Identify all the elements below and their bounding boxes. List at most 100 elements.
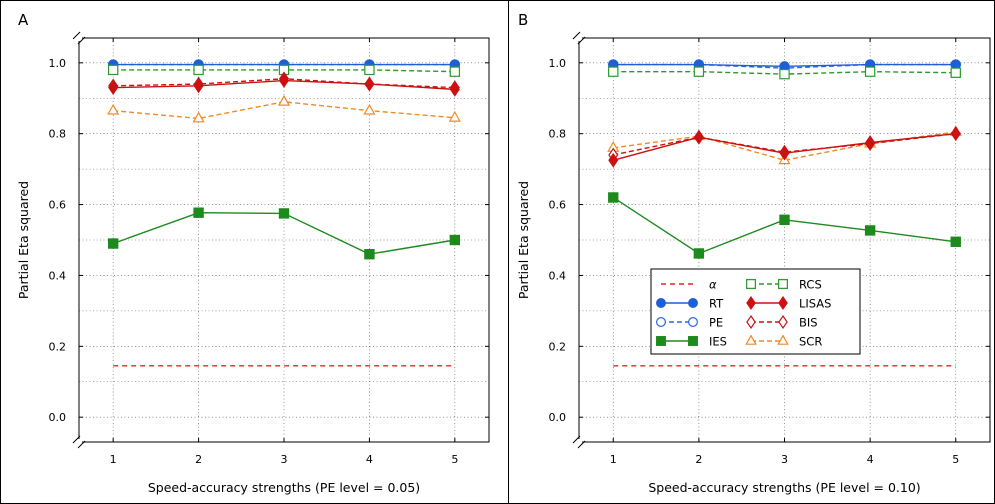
- x-tick-label: 4: [366, 453, 373, 466]
- data-point-scr: [107, 103, 120, 115]
- y-tick-label: 0.2: [549, 340, 567, 353]
- legend-marker-lisas: [746, 295, 756, 311]
- legend-marker-ies: [688, 336, 698, 346]
- x-tick-label: 3: [781, 453, 788, 466]
- series-rcs: [107, 64, 461, 77]
- data-point-lisas: [278, 73, 290, 88]
- axis-break-gap: [576, 35, 582, 41]
- x-tick-label: 5: [451, 453, 458, 466]
- x-tick-label: 2: [695, 453, 702, 466]
- data-point-lisas: [193, 78, 204, 94]
- y-tick-label: 0.0: [49, 411, 67, 424]
- series-lisas: [108, 73, 460, 97]
- x-tick-label: 5: [952, 453, 959, 466]
- legend-marker-ies: [656, 336, 666, 346]
- data-point-scr: [363, 103, 376, 115]
- data-point-ies: [864, 225, 876, 236]
- axis-break-mark: [577, 440, 586, 449]
- legend-marker-bis: [746, 314, 756, 330]
- y-tick-label: 0.8: [49, 128, 67, 141]
- panel-label: B: [518, 11, 528, 29]
- data-point-lisas: [608, 152, 619, 168]
- plot-frame: [78, 37, 490, 443]
- legend: α RCS RT LISAS PE BIS IES SCR: [650, 268, 861, 355]
- legend-label-lisas: LISAS: [799, 297, 831, 311]
- data-point-lisas: [364, 76, 375, 92]
- axis-break-mark: [77, 440, 86, 449]
- axis-break-mark: [572, 435, 581, 444]
- legend-marker-scr: [745, 334, 757, 345]
- axis-break-mark: [572, 31, 581, 40]
- plot-frame: [578, 37, 991, 443]
- data-point-rcs: [107, 64, 119, 76]
- data-point-rcs: [608, 66, 619, 77]
- data-point-rcs: [693, 66, 705, 77]
- data-point-ies: [608, 192, 619, 203]
- data-point-lisas: [108, 80, 119, 95]
- data-point-ies: [950, 236, 961, 247]
- data-point-lisas: [449, 82, 460, 97]
- x-tick-label: 3: [281, 453, 288, 466]
- data-point-rcs: [193, 64, 204, 76]
- legend-label-rt: RT: [709, 297, 724, 311]
- legend-label-alpha: α: [709, 278, 717, 292]
- x-axis-label: Speed-accuracy strengths (PE level = 0.0…: [148, 480, 420, 495]
- data-point-scr: [192, 111, 205, 123]
- panel-label: A: [18, 11, 29, 29]
- series-ies: [608, 192, 961, 259]
- chart-panel-a: A 1 2 3 4 5 0.0 0.2 0.4 0.6 0.8 1.0 Speed-accuracy s…: [16, 11, 490, 495]
- legend-marker-rcs: [778, 279, 788, 289]
- y-tick-label: 1.0: [549, 57, 567, 70]
- legend-marker-rt: [656, 298, 666, 308]
- data-point-ies: [693, 248, 705, 259]
- grid: [579, 38, 990, 442]
- series-scr: [107, 94, 461, 123]
- y-tick-label: 0.6: [549, 199, 567, 212]
- data-point-ies: [107, 238, 119, 249]
- x-axis-label: Speed-accuracy strengths (PE level = 0.1…: [648, 480, 920, 495]
- legend-marker-lisas: [778, 295, 788, 311]
- y-tick-label: 0.6: [49, 199, 67, 212]
- legend-marker-rt: [688, 298, 698, 308]
- data-point-ies: [364, 248, 375, 260]
- data-point-ies: [278, 208, 290, 219]
- legend-marker-pe: [656, 317, 666, 327]
- y-tick-label: 0.0: [549, 411, 567, 424]
- legend-marker-pe: [688, 317, 698, 327]
- data-point-lisas: [865, 135, 876, 150]
- series-ies: [107, 207, 461, 260]
- data-point-scr: [277, 94, 291, 106]
- data-point-rcs: [864, 66, 876, 77]
- x-tick-label: 4: [867, 453, 874, 466]
- axis-break-mark: [72, 435, 81, 444]
- y-tick-label: 0.4: [49, 269, 67, 282]
- y-tick-label: 0.4: [549, 269, 567, 282]
- legend-label-rcs: RCS: [799, 278, 822, 292]
- data-point-lisas: [950, 126, 961, 142]
- axis-break-mark: [77, 36, 86, 45]
- axis-break-mark: [577, 36, 586, 45]
- x-tick-label: 1: [610, 453, 617, 466]
- y-axis-label: Partial Eta squared: [16, 181, 31, 299]
- legend-marker-rcs: [746, 279, 756, 289]
- axis-break-gap: [76, 35, 82, 41]
- series-line-bis: [613, 132, 956, 156]
- data-point-lisas: [693, 129, 704, 145]
- legend-label-pe: PE: [709, 316, 723, 330]
- data-point-ies: [193, 207, 204, 218]
- x-tick-label: 2: [195, 453, 202, 466]
- series-lisas: [608, 126, 961, 168]
- legend-label-ies: IES: [709, 335, 727, 349]
- data-point-ies: [449, 234, 461, 246]
- legend-marker-bis: [778, 314, 788, 330]
- data-point-rcs: [950, 67, 961, 78]
- data-point-scr: [448, 110, 461, 122]
- data-point-ies: [779, 214, 790, 225]
- data-point-rcs: [779, 68, 790, 80]
- axis-break-mark: [72, 31, 81, 40]
- chart-panel-b: B 1 2 3 4 5 0.0 0.2 0.4 0.6 0.8 1.0 Speed-accuracy s…: [516, 11, 991, 495]
- data-point-rcs: [449, 66, 461, 77]
- legend-marker-scr: [777, 334, 789, 345]
- legend-label-scr: SCR: [799, 335, 822, 349]
